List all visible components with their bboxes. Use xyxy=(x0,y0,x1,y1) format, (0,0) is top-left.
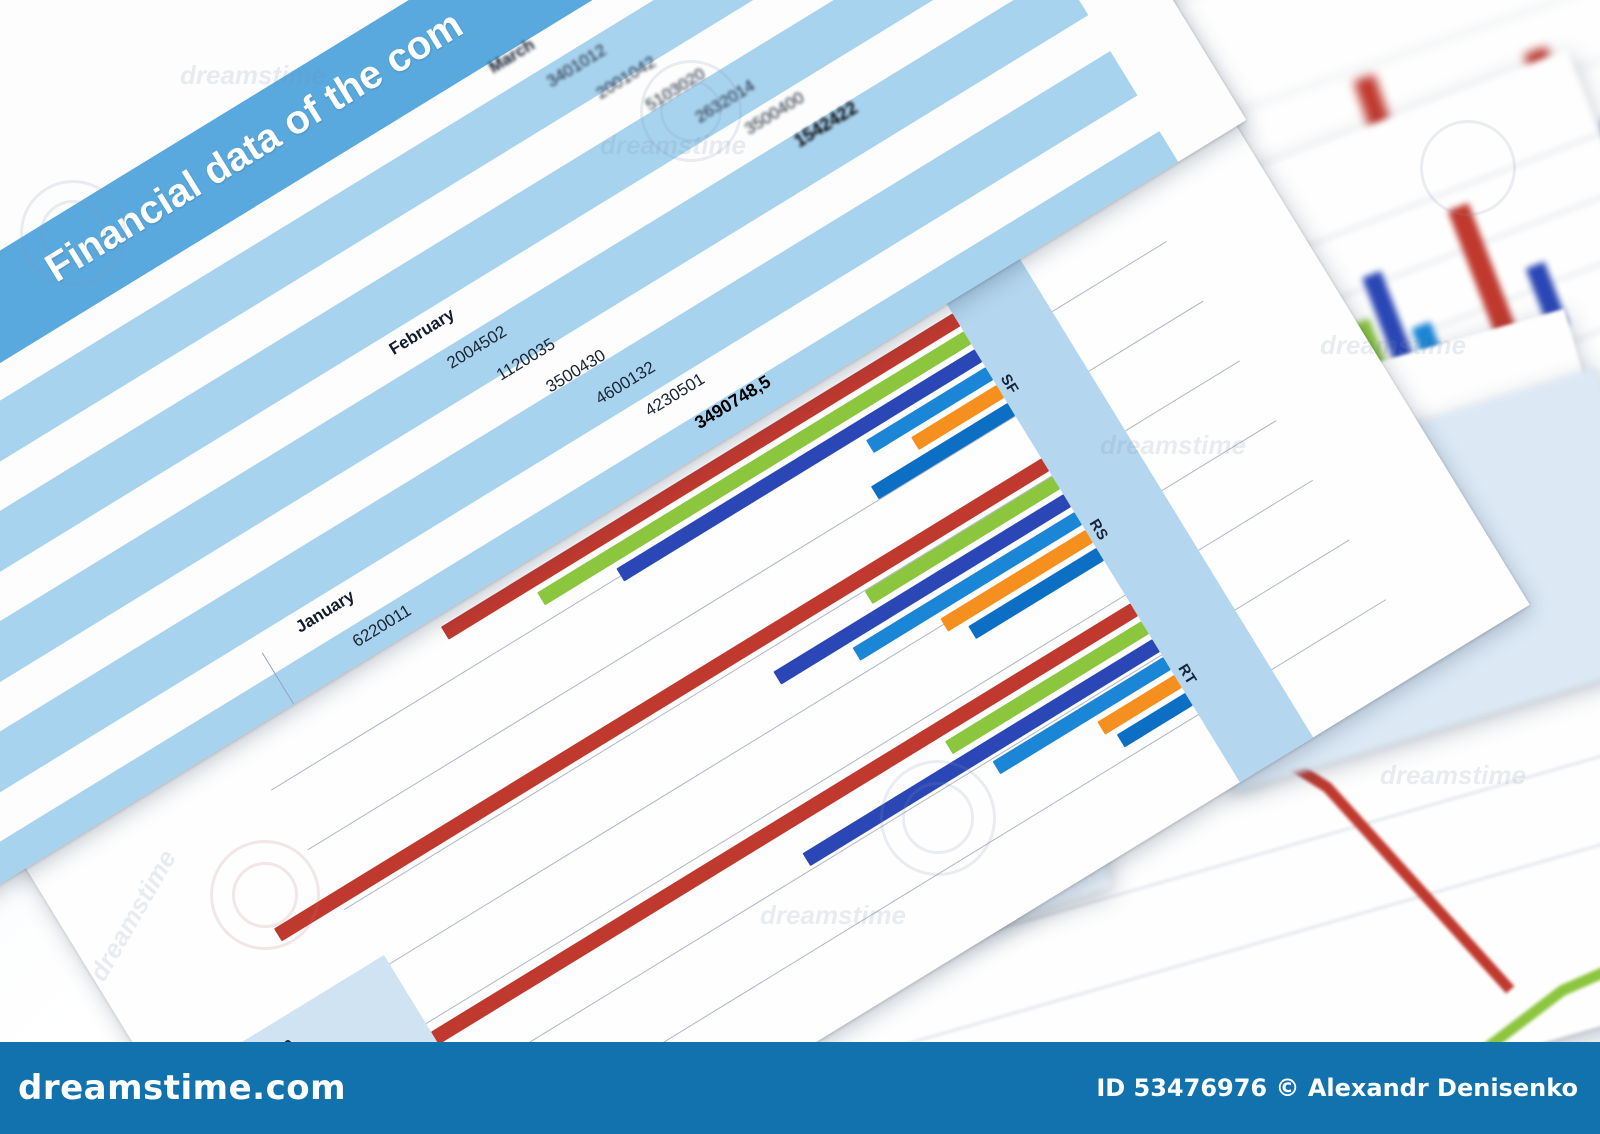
footer-bar: dreamstime.com ID 53476976 © Alexandr De… xyxy=(0,1042,1600,1134)
image-credit: ID 53476976 © Alexandr Denisenko xyxy=(1096,1074,1578,1102)
dreamstime-logo: dreamstime.com xyxy=(18,1068,347,1108)
